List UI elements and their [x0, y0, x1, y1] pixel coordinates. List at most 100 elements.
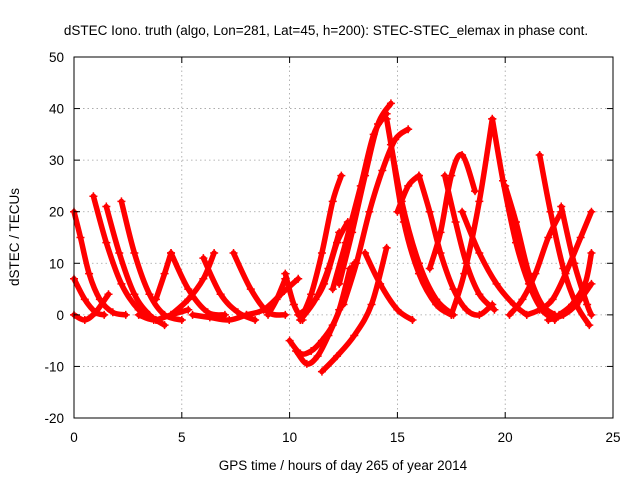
data-point: [544, 316, 553, 325]
axis-ticks: 0 5 10 15 20 25 -20 -10 0 10 20 30 40 50: [44, 50, 620, 445]
data-point: [302, 359, 311, 368]
data-point: [499, 176, 508, 185]
data-point: [404, 125, 413, 134]
series-27: [386, 140, 456, 319]
data-point: [337, 171, 346, 180]
y-axis-label: dSTEC / TECUs: [7, 188, 22, 286]
series-line: [230, 250, 289, 318]
data-point: [488, 114, 497, 123]
data-point: [102, 238, 111, 247]
data-point: [587, 310, 596, 319]
data-point: [307, 290, 316, 299]
data-point: [76, 233, 85, 242]
x-tick-label: 5: [178, 430, 186, 445]
data-point: [449, 285, 458, 294]
data-point: [115, 248, 124, 257]
data-point: [335, 228, 344, 237]
data-point: [102, 202, 111, 211]
series-line: [168, 250, 217, 318]
y-tick-label: -20: [44, 411, 64, 426]
data-point: [559, 310, 568, 319]
x-axis-label: GPS time / hours of day 265 of year 2014: [219, 458, 468, 473]
series-18: [292, 264, 354, 368]
x-tick-label: 25: [605, 430, 620, 445]
data-point: [475, 290, 484, 299]
x-tick-label: 20: [498, 430, 513, 445]
series-28: [361, 248, 417, 325]
series-36: [501, 181, 559, 319]
data-point: [458, 207, 467, 216]
data-point: [408, 316, 417, 325]
data-point: [307, 346, 316, 355]
data-point: [333, 352, 342, 361]
data-point: [378, 166, 387, 175]
data-point: [382, 114, 391, 123]
data-point: [335, 305, 344, 314]
data-point: [130, 248, 139, 257]
data-point: [104, 290, 113, 299]
series-line: [545, 281, 595, 323]
data-point: [233, 308, 242, 317]
data-point: [436, 228, 445, 237]
data-point: [440, 171, 449, 180]
data-point: [393, 207, 402, 216]
data-point: [522, 310, 531, 319]
data-point: [294, 310, 303, 319]
data-point: [475, 310, 484, 319]
data-point: [587, 207, 596, 216]
data-point: [117, 197, 126, 206]
data-point: [296, 316, 305, 325]
y-tick-label: 20: [49, 205, 64, 220]
data-point: [184, 295, 193, 304]
data-point: [89, 192, 98, 201]
series-line: [362, 250, 416, 323]
data-point: [317, 367, 326, 376]
y-tick-label: 0: [56, 308, 64, 323]
data-point: [80, 295, 89, 304]
x-tick-label: 15: [390, 430, 405, 445]
data-point: [585, 321, 594, 330]
data-point: [399, 218, 408, 227]
data-point: [531, 269, 540, 278]
data-point: [501, 181, 510, 190]
series-line: [489, 116, 558, 323]
data-point: [328, 285, 337, 294]
data-point: [348, 228, 357, 237]
data-point: [561, 269, 570, 278]
series-line: [448, 116, 496, 318]
y-tick-label: -10: [44, 359, 64, 374]
data-point: [285, 336, 294, 345]
data-point: [462, 305, 471, 314]
data-point: [167, 248, 176, 257]
data-point: [335, 279, 344, 288]
data-point: [328, 197, 337, 206]
data-point: [160, 321, 169, 330]
data-point: [572, 300, 581, 309]
data-point: [386, 99, 395, 108]
data-point: [145, 290, 154, 299]
data-point: [289, 300, 298, 309]
data-point: [492, 279, 501, 288]
series-24: [335, 99, 395, 288]
data-point: [151, 295, 160, 304]
data-point: [505, 310, 514, 319]
data-point: [535, 150, 544, 159]
data-point: [458, 150, 467, 159]
data-point: [281, 269, 290, 278]
series-31: [425, 150, 480, 273]
data-point: [475, 197, 484, 206]
series-42: [544, 279, 596, 325]
data-point: [471, 187, 480, 196]
data-point: [130, 290, 139, 299]
series-39: [522, 207, 596, 319]
data-point: [361, 171, 370, 180]
data-point: [85, 269, 94, 278]
data-point: [251, 316, 260, 325]
data-point: [382, 243, 391, 252]
data-point: [229, 248, 238, 257]
data-point: [242, 310, 251, 319]
data-point: [339, 300, 348, 309]
data-point: [184, 305, 193, 314]
data-point: [188, 310, 197, 319]
